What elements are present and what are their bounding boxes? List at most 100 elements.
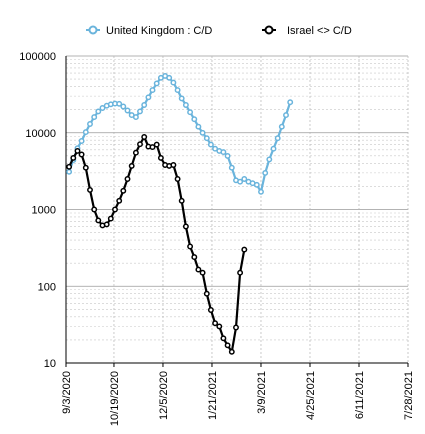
series-israel [66,134,248,355]
data-point-israel [195,266,202,273]
x-tick-label: 10/19/2020 [109,371,121,426]
data-point-uk [99,105,106,111]
data-point-israel [157,154,164,161]
data-point-israel [141,134,148,140]
data-point-israel [149,144,156,151]
x-tick-label: 1/21/2021 [207,371,219,420]
data-point-uk [237,178,244,185]
data-point-uk [199,129,206,136]
data-point-israel [120,187,127,194]
data-point-uk [170,79,177,86]
data-point-uk [195,123,202,130]
data-point-uk [120,103,127,110]
legend-label-israel: Israel <> C/D [287,25,352,37]
y-tick-label: 10000 [25,128,56,140]
data-point-israel [87,186,93,193]
series-line-uk [68,74,292,193]
data-point-israel [153,141,160,148]
y-tick-label: 100000 [19,51,56,63]
legend-marker-israel [264,25,274,35]
data-point-uk [241,176,248,182]
data-point-uk [224,152,231,159]
x-tick-label: 12/5/2020 [158,371,170,420]
data-point-israel [95,217,102,224]
data-point-israel [74,147,81,154]
data-point-uk [287,99,294,106]
data-point-uk [274,135,281,142]
data-point-uk [266,156,273,163]
data-point-uk [203,135,210,142]
data-point-israel [116,197,123,204]
data-point-israel [128,162,135,169]
data-point-israel [178,197,185,204]
data-point-uk [191,116,198,123]
data-point-israel [78,151,85,158]
data-point-uk [95,108,102,115]
data-point-israel [137,141,143,148]
data-point-uk [141,102,148,108]
data-point-israel [107,215,114,222]
data-point-uk [166,74,173,81]
legend-item-uk: United Kingdom : C/D [86,25,212,37]
data-point-israel [170,162,177,168]
data-point-israel [124,176,131,182]
data-point-uk [153,80,160,87]
data-point-uk [187,109,194,116]
data-point-uk [207,141,214,148]
legend-marker-uk [88,25,98,35]
data-point-israel [82,164,89,171]
x-tick-label: 3/9/2021 [256,371,268,414]
data-point-israel [216,323,223,330]
data-point-uk [132,114,139,121]
data-point-uk [174,87,181,94]
data-point-israel [182,223,189,230]
data-point-israel [187,243,194,250]
data-point-uk [87,121,93,127]
data-point-israel [112,206,118,213]
y-tick-label: 10 [44,358,56,370]
x-tick-label: 4/25/2021 [305,371,317,420]
axes: 10 100 1000 10000 100000 9/3/2020 10/19/2020 12… [19,51,415,426]
x-tick-label: 9/3/2020 [61,371,73,414]
data-point-uk [66,168,73,175]
data-point-uk [145,94,152,101]
legend-label-uk: United Kingdom : C/D [106,25,212,37]
series-layer [66,72,294,355]
data-point-israel [241,246,248,253]
data-point-israel [174,176,181,182]
data-point-uk [124,107,131,114]
y-tick-label: 100 [38,281,56,293]
data-point-israel [203,290,210,297]
grid [66,55,409,363]
data-point-uk [258,188,264,195]
data-point-israel [228,348,235,355]
data-point-israel [91,206,98,213]
data-point-israel [132,149,139,156]
data-point-israel [220,335,227,342]
y-tick-label: 1000 [32,205,56,217]
data-point-uk [137,108,143,115]
data-point-uk [78,138,85,144]
data-point-israel [233,324,239,331]
data-point-israel [70,154,77,161]
data-point-uk [220,149,227,156]
series-line-israel [68,135,246,353]
data-point-uk [82,129,89,136]
data-point-israel [191,254,198,261]
data-point-uk [270,145,277,152]
data-point-uk [178,95,185,102]
data-point-uk [91,114,98,121]
data-point-uk [182,102,189,108]
data-point-uk [283,112,289,119]
data-point-israel [199,269,206,276]
legend: United Kingdom : C/D Israel <> C/D [86,25,352,37]
data-point-israel [66,163,73,170]
data-point-uk [149,87,156,94]
legend-item-israel: Israel <> C/D [262,25,352,37]
x-tick-label: 7/28/2021 [403,371,415,420]
data-point-uk [228,164,235,171]
data-point-israel [212,320,219,327]
data-point-uk [212,145,219,152]
